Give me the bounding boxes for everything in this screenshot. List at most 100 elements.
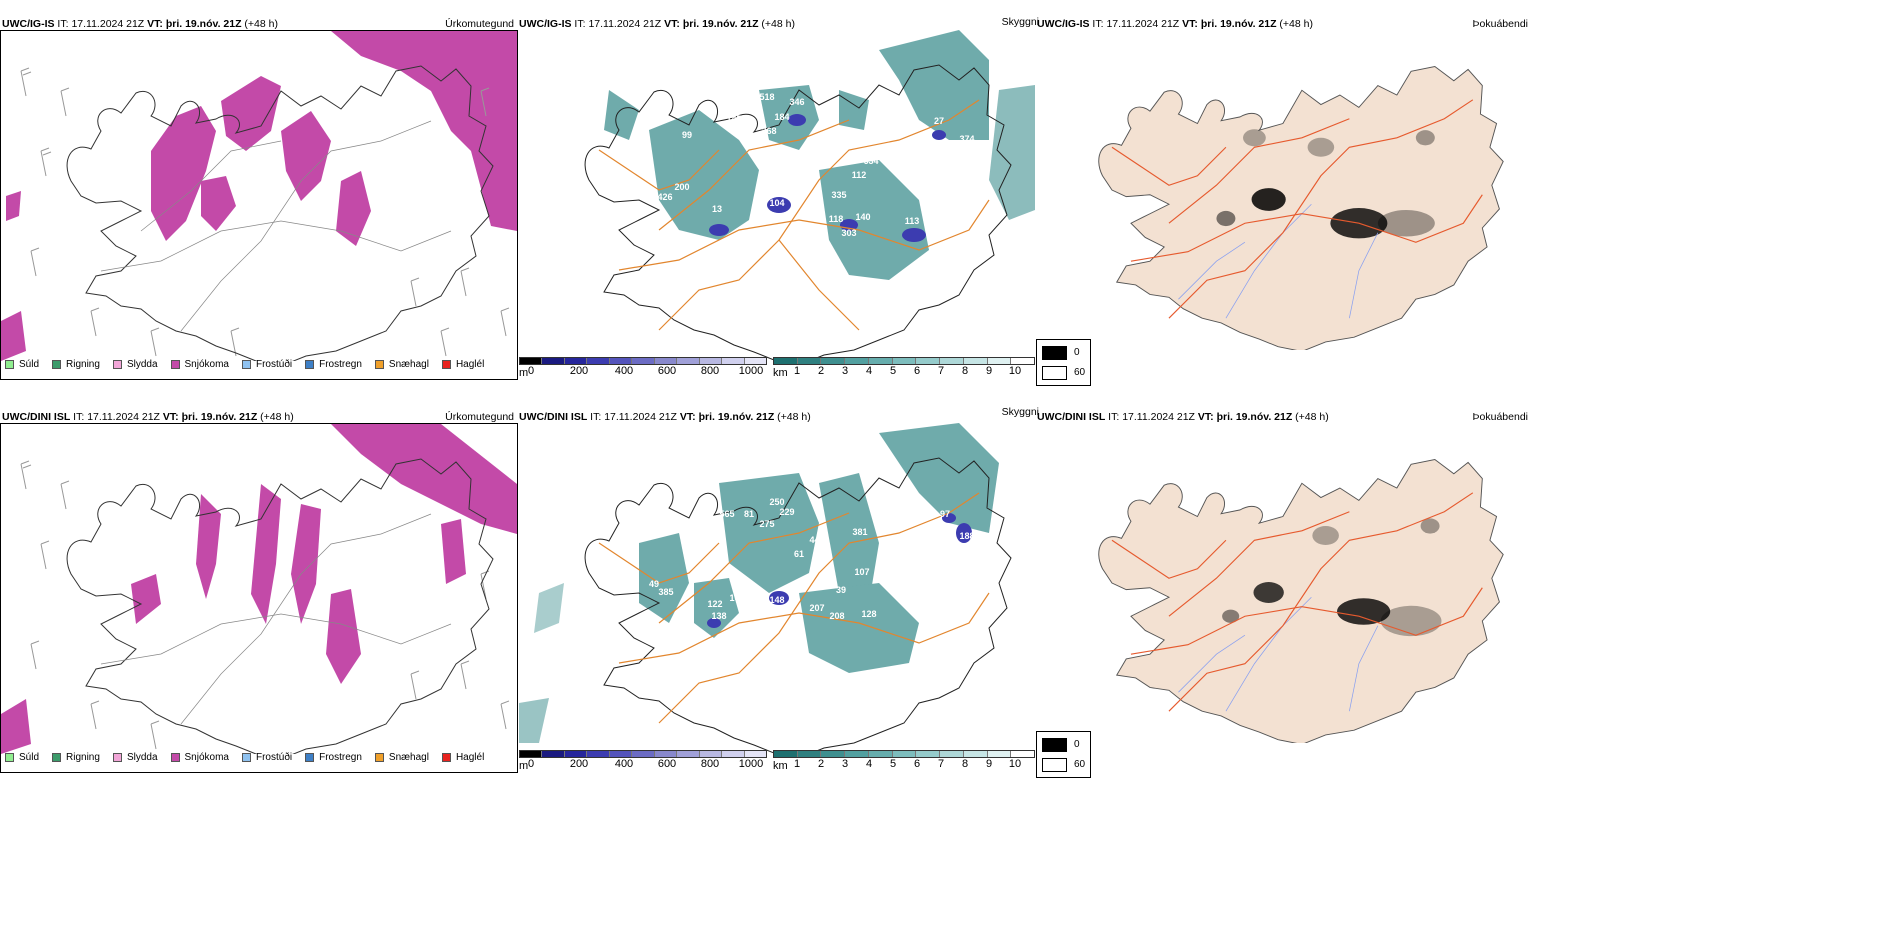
svg-text:61: 61	[794, 549, 804, 559]
tick-label: 600	[657, 758, 677, 770]
legend-swatch	[305, 360, 315, 369]
legend-item: Súld	[5, 752, 39, 763]
fog-index-legend: 0 60	[1036, 731, 1091, 778]
cloud-base-colorbar-swatches	[519, 750, 767, 758]
rivers	[1178, 596, 1379, 712]
cloud-base-colorbar: m 0 200 400 600 800 1000	[519, 357, 767, 379]
svg-text:208: 208	[829, 611, 844, 621]
svg-text:188: 188	[959, 531, 974, 541]
tick-label: 8	[961, 365, 969, 377]
rivers	[1178, 203, 1379, 319]
tick-label: 200	[569, 758, 589, 770]
svg-text:145: 145	[726, 114, 741, 124]
legend-swatch	[5, 360, 14, 369]
legend-swatch	[374, 753, 384, 762]
cloud-base-labels: 518 346 145 184 268 99 634 200 112 426 3…	[657, 92, 974, 238]
svg-text:140: 140	[855, 212, 870, 222]
tick-label: 0	[527, 758, 535, 770]
svg-text:122: 122	[707, 599, 722, 609]
legend-swatch-black	[1042, 738, 1067, 752]
low-visibility-areas	[604, 30, 1035, 280]
svg-text:250: 250	[769, 497, 784, 507]
fog-panel-2: UWC/DINI ISL IT: 17.11.2024 21Z VT: þri.…	[1036, 405, 1528, 743]
tick-label: 9	[985, 365, 993, 377]
tick-label: 10	[1008, 758, 1022, 770]
svg-text:81: 81	[744, 509, 754, 519]
svg-text:99: 99	[682, 130, 692, 140]
tick-label: 600	[657, 365, 677, 377]
precip-map	[1, 31, 517, 361]
legend-item: Rigning	[52, 752, 100, 763]
cloud-map: 518 346 145 184 268 99 634 200 112 426 3…	[584, 30, 1035, 360]
tick-label: 7	[937, 758, 945, 770]
cloud-base-colorbar-swatches	[519, 357, 767, 365]
tick-label: 8	[961, 758, 969, 770]
precip-legend: Súld Rigning Slydda Snjókoma Frostúði Fr…	[5, 752, 497, 763]
legend-swatch	[170, 753, 180, 762]
legend-swatch	[241, 360, 251, 369]
svg-text:426: 426	[657, 192, 672, 202]
legend-item: Snjókoma	[170, 752, 229, 763]
legend-swatch	[5, 753, 14, 762]
legend-item: Súld	[5, 359, 39, 370]
svg-text:207: 207	[809, 603, 824, 613]
tick-label: 3	[841, 758, 849, 770]
tick-label: 5	[889, 365, 897, 377]
road-network	[598, 99, 990, 331]
legend-item: Frostregn	[305, 359, 362, 370]
cloud-base-ticks: 0 200 400 600 800 1000	[519, 758, 767, 771]
svg-text:286: 286	[707, 523, 722, 533]
svg-text:107: 107	[854, 567, 869, 577]
precip-panel-1: UWC/IG-IS IT: 17.11.2024 21Z VT: þri. 19…	[0, 12, 518, 380]
legend-swatch	[112, 360, 122, 369]
visibility-colorbar: km 1 2 3 4 5 6 7 8 9 10	[773, 357, 1035, 379]
legend-item: Snæhagl	[374, 359, 429, 370]
svg-text:49: 49	[649, 579, 659, 589]
legend-item: Haglél	[441, 359, 484, 370]
legend-swatch	[305, 753, 315, 762]
road-network	[1111, 492, 1483, 712]
cloud-panel-1: UWC/IG-IS IT: 17.11.2024 21Z VT: þri. 19…	[519, 12, 1039, 380]
cloud-base-colorbar: m 0 200 400 600 800 1000	[519, 750, 767, 772]
svg-text:39: 39	[836, 585, 846, 595]
visibility-colorbar-swatches	[773, 357, 1035, 365]
legend-item: Slydda	[112, 752, 158, 763]
visibility-title: Skyggni	[1001, 406, 1039, 418]
legend-swatch	[52, 753, 62, 762]
svg-text:634: 634	[863, 156, 878, 166]
svg-text:268: 268	[761, 126, 776, 136]
svg-text:49: 49	[811, 206, 821, 216]
visibility-colorbar: km 1 2 3 4 5 6 7 8 9 10	[773, 750, 1035, 772]
svg-text:113: 113	[905, 216, 920, 226]
svg-text:128: 128	[861, 609, 876, 619]
tick-label: 1	[793, 365, 801, 377]
legend-item: Frostúði	[241, 752, 292, 763]
tick-label: 2	[817, 365, 825, 377]
visibility-unit: km	[773, 367, 788, 379]
svg-text:374: 374	[959, 134, 974, 144]
fog-shading	[1222, 518, 1442, 637]
legend-swatch-white	[1042, 366, 1067, 380]
map-frame	[0, 423, 518, 773]
svg-text:148: 148	[769, 595, 784, 605]
legend-swatch	[170, 360, 180, 369]
svg-text:200: 200	[674, 182, 689, 192]
legend-swatch	[112, 753, 122, 762]
panel-title: UWC/DINI ISL IT: 17.11.2024 21Z VT: þri.…	[519, 411, 811, 423]
low-cloud-areas	[707, 513, 972, 628]
tick-label: 9	[985, 758, 993, 770]
panel-title: UWC/DINI ISL IT: 17.11.2024 21Z VT: þri.…	[1037, 411, 1329, 423]
visibility-unit: km	[773, 760, 788, 772]
tick-label: 200	[569, 365, 589, 377]
precip-panel-2: UWC/DINI ISL IT: 17.11.2024 21Z VT: þri.…	[0, 405, 518, 773]
svg-text:13: 13	[712, 204, 722, 214]
legend-swatch-white	[1042, 758, 1067, 772]
tick-label: 0	[527, 365, 535, 377]
svg-text:447: 447	[809, 535, 824, 545]
tick-label: 1000	[738, 758, 764, 770]
tick-label: 10	[1008, 365, 1022, 377]
precip-type-title: Úrkomutegund	[445, 411, 514, 423]
cloud-base-ticks: 0 200 400 600 800 1000	[519, 365, 767, 378]
cloud-map: 250 229 565 275 81 286 447 381 61 97 188…	[519, 423, 1027, 753]
fog-index-legend: 0 60	[1036, 339, 1091, 386]
